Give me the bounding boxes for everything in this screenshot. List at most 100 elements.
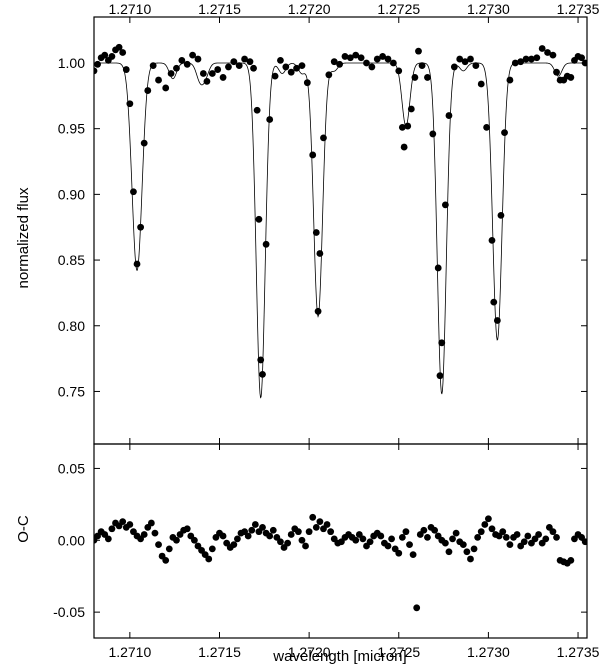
data-point [208, 545, 216, 553]
data-point [542, 535, 550, 543]
data-point [418, 62, 426, 70]
data-point [517, 58, 525, 66]
data-point [490, 298, 498, 306]
top-x-tick-label: 1.2725 [377, 1, 420, 17]
data-point [149, 62, 157, 70]
data-point [470, 545, 478, 553]
y-tick-label: 0.85 [58, 252, 85, 268]
data-point [400, 143, 408, 151]
y-axis-label-bottom: O-C [15, 515, 32, 543]
y-tick-label: -0.05 [53, 604, 85, 620]
data-point [544, 49, 551, 56]
data-point [436, 372, 444, 380]
data-point [241, 55, 248, 63]
data-point [402, 528, 410, 536]
data-point [190, 536, 198, 544]
data-point [119, 49, 127, 56]
data-point [312, 523, 320, 531]
data-point [395, 549, 403, 557]
data-point [133, 260, 141, 268]
data-point [165, 545, 173, 553]
data-point [497, 211, 505, 219]
data-point [377, 532, 385, 540]
data-point [363, 59, 370, 67]
data-point [553, 534, 560, 541]
data-point [126, 100, 134, 108]
data-point [178, 56, 186, 64]
data-point [269, 526, 277, 534]
data-point [126, 521, 134, 528]
data-point [282, 63, 290, 71]
data-point [441, 201, 449, 209]
data-point [513, 531, 521, 538]
y-tick-label: 0.75 [58, 383, 85, 399]
data-point [271, 72, 279, 80]
data-point [441, 539, 449, 547]
data-point [140, 531, 148, 538]
data-point [130, 188, 137, 196]
top-x-tick-label: 1.2715 [198, 1, 241, 17]
data-point [549, 51, 557, 59]
y-tick-label: 0.05 [58, 460, 85, 476]
data-point [368, 63, 376, 71]
top-x-tick-label: 1.2710 [108, 1, 151, 17]
data-point [257, 356, 265, 364]
data-point [366, 538, 374, 546]
data-point [499, 528, 507, 536]
data-point [411, 74, 419, 81]
data-point [234, 535, 241, 543]
data-point [434, 264, 442, 272]
data-point [115, 43, 123, 51]
data-point [144, 87, 152, 94]
data-point [438, 339, 446, 347]
data-point [384, 542, 392, 550]
x-tick-label: 1.2720 [288, 644, 331, 660]
x-axis-label: wavelength [micron] [272, 648, 406, 665]
data-point [203, 77, 211, 85]
data-point [415, 47, 422, 55]
residuals-panel: 1.2710 1.2715 1.2720 1.2725 1.2730 1.2735 -0.0… [53, 443, 600, 660]
data-point [277, 56, 284, 64]
data-point [293, 64, 300, 72]
data-point [449, 535, 456, 543]
data-point [119, 518, 127, 525]
data-point [359, 535, 367, 543]
data-point [384, 55, 392, 63]
data-point [183, 525, 191, 533]
data-point [266, 532, 274, 540]
data-point [538, 45, 546, 52]
data-point [230, 541, 238, 548]
data-point [535, 531, 542, 538]
data-point [483, 123, 491, 131]
data-point [303, 79, 311, 87]
data-point [214, 66, 222, 73]
data-point [330, 58, 338, 66]
data-point [501, 129, 508, 137]
data-point [173, 536, 180, 544]
data-point [162, 557, 170, 564]
data-point [244, 532, 252, 540]
data-point [230, 58, 238, 66]
data-point [450, 63, 458, 71]
data-point [578, 54, 586, 62]
data-point [253, 106, 261, 114]
data-point [140, 139, 148, 147]
data-point [445, 548, 453, 556]
data-point [173, 64, 180, 72]
data-point [320, 134, 327, 142]
data-point [424, 74, 431, 81]
data-point [522, 55, 530, 63]
data-point [305, 528, 313, 536]
data-point [553, 68, 560, 76]
y-tick-label: 1.00 [58, 55, 85, 71]
data-point [533, 54, 541, 62]
data-point [312, 229, 320, 236]
data-point [488, 525, 496, 533]
data-point [316, 518, 324, 525]
x-tick-label: 1.2735 [557, 644, 600, 660]
data-point [357, 54, 365, 62]
top-x-tick-label: 1.2735 [557, 1, 600, 17]
data-point [225, 63, 232, 71]
data-point [341, 53, 349, 60]
